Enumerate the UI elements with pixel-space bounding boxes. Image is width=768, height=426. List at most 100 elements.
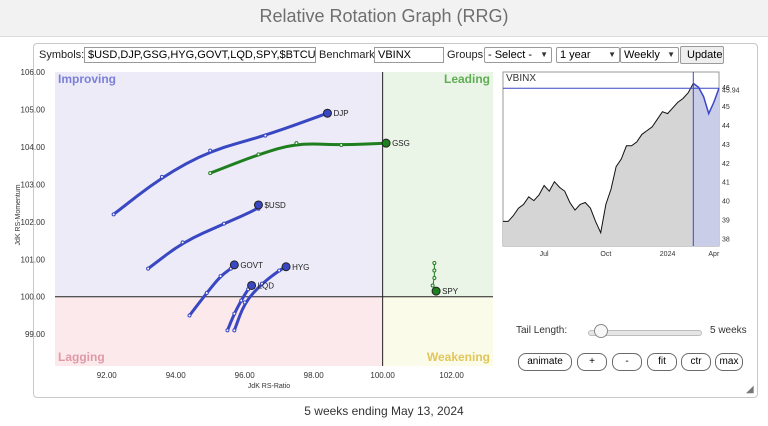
benchmark-y-tick: 46 [722,85,730,92]
tail-point[interactable] [263,133,268,138]
x-tick-label: 94.00 [166,371,187,380]
series-hyg[interactable]: HYG [232,262,310,333]
tail-point[interactable] [225,328,230,333]
frequency-select[interactable]: Weekly ▼ [620,47,679,63]
series-spy[interactable]: SPY [430,261,459,297]
tail-head-point[interactable] [431,286,441,296]
tail-point[interactable] [208,148,213,153]
benchmark-chart: VBINX 45.94 46 45 44 43 42 41 40 39 38 Jul Oct 202… [502,71,740,258]
zoom-out-button[interactable]: - [612,353,642,371]
tail-point[interactable] [256,152,261,157]
benchmark-last-value: 45.94 [722,87,740,94]
zoom-in-button[interactable]: + [577,353,607,371]
tail-point[interactable] [294,141,299,146]
y-tick-labels: 106.00 105.00 104.00 103.00 102.00 101.00 100.… [21,68,46,339]
tail-point[interactable] [339,143,344,148]
benchmark-line [503,83,694,235]
tail-point[interactable] [242,300,247,305]
tail-line [225,283,254,332]
benchmark-x-tick: Jul [540,251,549,258]
tail-head-point[interactable] [381,138,391,148]
tail-point[interactable] [208,171,213,176]
y-tick-label: 101.00 [21,255,46,264]
benchmark-label: VBINX [506,73,536,84]
tail-point[interactable] [232,311,237,316]
y-tick-label: 103.00 [21,180,46,189]
tail-point[interactable] [221,221,226,226]
groups-select[interactable]: - Select - ▼ [484,47,552,63]
tail-point[interactable] [159,174,164,179]
chevron-down-icon: ▼ [608,50,616,59]
y-tick-label: 106.00 [21,68,46,77]
series-djp[interactable]: DJP [111,108,349,217]
tail-length-value: 5 weeks [710,325,747,336]
benchmark-y-ticks: 46 45 44 43 42 41 40 39 38 [722,85,730,243]
symbols-input[interactable]: $USD,DJP,GSG,HYG,GOVT,LQD,SPY,$BTCUSD [84,47,316,63]
benchmark-x-tick: 2024 [660,251,676,258]
tail-line [232,265,288,332]
fit-button[interactable]: fit [647,353,677,371]
tail-length-slider-track[interactable] [588,330,702,336]
tail-line [208,141,388,175]
x-tick-label: 102.00 [439,371,464,380]
rrg-plot[interactable]: Improving Leading Lagging Weakening 92.0… [15,68,493,390]
symbols-label: Symbols: [39,49,85,61]
animate-button[interactable]: animate [518,353,572,371]
tail-point[interactable] [432,261,437,266]
x-axis-label: JdK RS-Ratio [248,383,291,390]
y-tick-label: 99.00 [25,330,46,339]
tail-point[interactable] [111,212,116,217]
y-axis-label: JdK RS-Momentum [15,184,22,245]
tail-point[interactable] [432,275,437,280]
benchmark-input[interactable]: VBINX [374,47,444,63]
benchmark-recent-line [692,82,720,116]
period-select-value: 1 year [560,49,591,61]
series-lqd[interactable]: LQD [225,280,275,333]
tail-head-point[interactable] [253,200,263,210]
benchmark-y-tick: 44 [722,123,730,130]
quadrant-label-leading: Leading [444,72,490,86]
tail-point[interactable] [146,266,151,271]
tail-point[interactable] [259,281,264,286]
series-label: LQD [258,281,275,290]
tail-point[interactable] [187,313,192,318]
tail-point[interactable] [277,268,282,273]
series-label: DJP [333,109,348,118]
series-usd[interactable]: $USD [146,200,286,271]
series-tails[interactable]: DJP GSG $USD GOVT HYG LQD SPY [111,108,459,333]
tail-point[interactable] [204,290,209,295]
tail-point[interactable] [239,298,244,303]
benchmark-y-tick: 41 [722,180,730,187]
x-tick-labels: 92.00 94.00 96.00 98.00 100.00 102.00 [97,371,465,380]
quadrant-label-improving: Improving [58,72,116,86]
quadrant-lagging [55,296,383,366]
tail-point[interactable] [432,268,437,273]
tail-length-slider-thumb[interactable] [593,324,608,338]
tail-point[interactable] [180,240,185,245]
benchmark-area [503,83,694,246]
tail-point[interactable] [430,283,435,288]
tail-point[interactable] [232,328,237,333]
benchmark-y-tick: 39 [722,218,730,225]
center-button[interactable]: ctr [681,353,711,371]
tail-point[interactable] [218,274,223,279]
quadrant-weakening [382,296,493,366]
tail-head-point[interactable] [247,280,257,290]
header-band [0,0,768,37]
tail-head-point[interactable] [322,108,332,118]
groups-select-value: - Select - [488,49,533,61]
groups-label: Groups: [447,49,487,61]
chevron-down-icon: ▼ [667,50,675,59]
resize-grip-icon[interactable]: ◢ [746,384,754,395]
max-button[interactable]: max [715,353,743,371]
series-label: SPY [442,287,459,296]
tail-head-point[interactable] [229,260,239,270]
benchmark-y-tick: 40 [722,199,730,206]
update-button[interactable]: Update [680,46,724,64]
series-gsg[interactable]: GSG [208,138,410,176]
tail-head-point[interactable] [281,262,291,272]
period-select[interactable]: 1 year ▼ [556,47,620,63]
series-govt[interactable]: GOVT [187,260,263,318]
series-label: $USD [264,201,286,210]
